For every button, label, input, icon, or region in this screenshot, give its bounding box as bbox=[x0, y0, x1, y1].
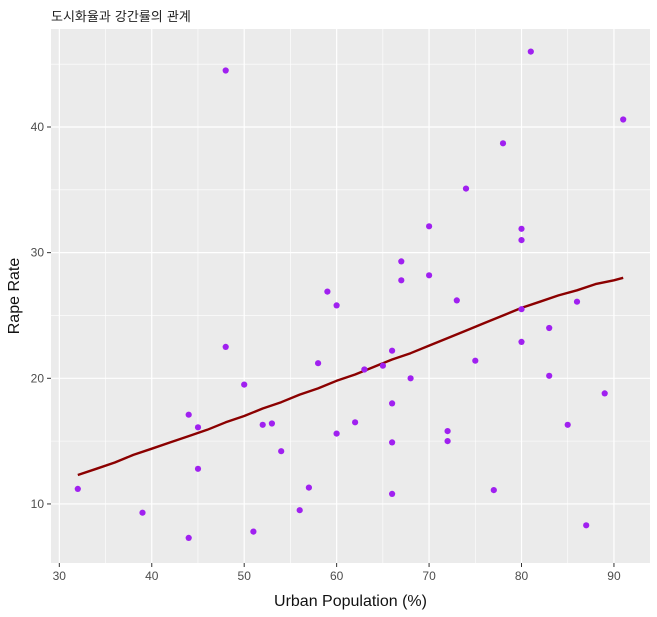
data-point bbox=[194, 465, 202, 472]
y-tick-label: 20 bbox=[31, 371, 45, 385]
data-point bbox=[490, 487, 497, 494]
x-tick-label: 90 bbox=[607, 569, 621, 583]
x-tick-labels: 30 40 50 60 70 80 90 bbox=[53, 569, 621, 583]
data-point bbox=[472, 357, 479, 364]
chart-title: 도시화율과 강간률의 관계 bbox=[51, 10, 191, 25]
plot-panel bbox=[51, 29, 650, 563]
data-point bbox=[296, 507, 303, 514]
data-point bbox=[194, 424, 202, 431]
data-point bbox=[222, 343, 229, 350]
data-point bbox=[444, 428, 451, 435]
data-point bbox=[305, 484, 312, 491]
data-point bbox=[185, 534, 192, 542]
data-point bbox=[583, 522, 590, 529]
data-point bbox=[518, 237, 525, 244]
data-point bbox=[573, 298, 581, 305]
data-point bbox=[620, 116, 627, 123]
data-point bbox=[426, 223, 433, 230]
y-tick-labels: 10 20 30 40 bbox=[31, 120, 45, 511]
data-point bbox=[333, 430, 340, 437]
x-tick-label: 50 bbox=[238, 569, 252, 583]
data-point bbox=[139, 509, 146, 516]
data-point bbox=[518, 306, 525, 313]
data-point bbox=[389, 439, 396, 446]
data-point bbox=[389, 347, 396, 354]
x-tick-label: 60 bbox=[330, 569, 344, 583]
data-point bbox=[333, 302, 340, 309]
y-tick-label: 40 bbox=[31, 120, 45, 134]
x-tick-label: 70 bbox=[422, 569, 436, 583]
x-tick-label: 80 bbox=[515, 569, 529, 583]
data-point bbox=[398, 258, 405, 265]
y-axis-title: Rape Rate bbox=[6, 258, 23, 335]
data-point bbox=[361, 366, 368, 373]
data-point bbox=[518, 338, 525, 345]
data-point bbox=[222, 67, 229, 74]
major-gridlines bbox=[51, 29, 650, 563]
minor-gridlines bbox=[51, 29, 650, 563]
data-point bbox=[250, 528, 257, 535]
data-point bbox=[444, 438, 451, 445]
trend-line bbox=[77, 276, 624, 477]
data-point bbox=[453, 297, 460, 304]
data-point bbox=[315, 360, 322, 367]
x-tick-label: 30 bbox=[53, 569, 67, 583]
data-point bbox=[324, 288, 331, 295]
data-point bbox=[462, 185, 470, 192]
data-point bbox=[426, 272, 433, 279]
data-point bbox=[527, 48, 534, 55]
data-point bbox=[546, 372, 553, 379]
data-point bbox=[74, 485, 81, 492]
data-point bbox=[601, 390, 608, 397]
data-point bbox=[352, 419, 359, 426]
data-point bbox=[546, 324, 553, 332]
data-point bbox=[389, 490, 396, 497]
axis-ticks bbox=[47, 126, 615, 567]
data-point bbox=[379, 362, 386, 369]
y-tick-label: 10 bbox=[31, 497, 45, 511]
data-point bbox=[185, 411, 192, 418]
data-point bbox=[389, 400, 396, 407]
data-point bbox=[241, 381, 248, 388]
data-point bbox=[564, 421, 571, 428]
data-point bbox=[268, 420, 275, 427]
data-point bbox=[278, 448, 285, 455]
y-tick-label: 30 bbox=[31, 246, 45, 260]
data-point bbox=[499, 140, 507, 147]
data-points bbox=[74, 48, 627, 542]
data-point bbox=[518, 225, 525, 232]
x-axis-title: Urban Population (%) bbox=[274, 593, 427, 610]
trend-line-group bbox=[77, 276, 624, 477]
data-point bbox=[259, 421, 266, 428]
data-point bbox=[407, 375, 414, 382]
x-tick-label: 40 bbox=[145, 569, 159, 583]
data-point bbox=[398, 277, 405, 284]
